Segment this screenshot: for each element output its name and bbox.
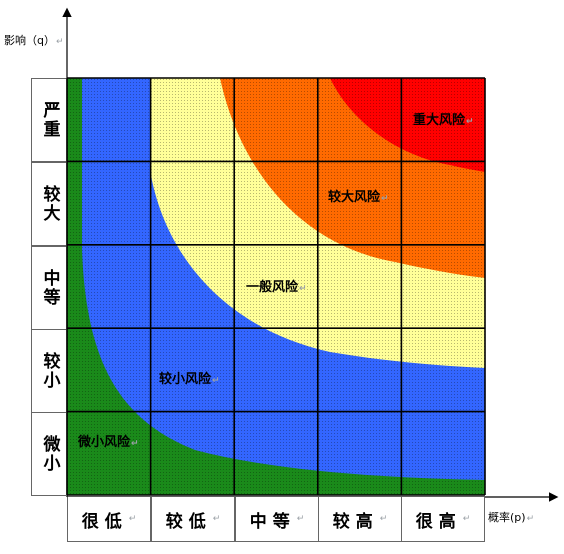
y-level-label: 中等 bbox=[39, 269, 60, 307]
zone-label-general: 一般风险↵ bbox=[246, 276, 307, 295]
zone-label-small: 较小风险↵ bbox=[159, 368, 220, 387]
return-mark: ↵ bbox=[462, 514, 471, 524]
zone-label-text: 较小风险 bbox=[159, 372, 212, 387]
x-level-cell: 较低 ↵ bbox=[151, 497, 235, 542]
return-mark: ↵ bbox=[128, 514, 137, 524]
return-mark: ↵ bbox=[55, 37, 64, 47]
return-mark: ↵ bbox=[379, 514, 388, 524]
x-level-label: 较高 bbox=[332, 511, 379, 532]
y-level-label: 较大 bbox=[39, 185, 60, 223]
x-level-label: 较低 bbox=[165, 511, 212, 532]
return-mark: ↵ bbox=[299, 284, 307, 294]
zone-label-text: 较大风险 bbox=[328, 190, 381, 205]
y-level-cell: 微小 bbox=[31, 412, 66, 496]
x-level-cell: 很高 ↵ bbox=[401, 497, 485, 542]
dot-texture bbox=[67, 78, 485, 495]
zone-label-larger: 较大风险↵ bbox=[328, 186, 389, 205]
return-mark: ↵ bbox=[526, 514, 535, 524]
x-level-label: 中等 bbox=[249, 511, 296, 532]
x-level-cell: 中等 ↵ bbox=[235, 497, 319, 542]
y-level-cell: 较小 bbox=[31, 329, 66, 413]
return-mark: ↵ bbox=[212, 514, 221, 524]
y-axis-title-text: 影响（q） bbox=[4, 34, 55, 47]
y-level-label: 较小 bbox=[39, 352, 60, 390]
x-level-cell: 很低 ↵ bbox=[67, 497, 151, 542]
zone-label-text: 微小风险 bbox=[78, 435, 131, 450]
y-axis-title: 影响（q）↵ bbox=[4, 32, 64, 48]
return-mark: ↵ bbox=[296, 514, 305, 524]
zone-label-text: 一般风险 bbox=[246, 280, 299, 295]
return-mark: ↵ bbox=[212, 376, 220, 386]
y-level-cell: 较大 bbox=[31, 162, 66, 246]
zone-label-minor: 微小风险↵ bbox=[78, 431, 139, 450]
y-level-label: 微小 bbox=[39, 435, 60, 473]
x-level-label: 很高 bbox=[415, 511, 462, 532]
y-level-cell: 严重 bbox=[31, 78, 66, 162]
y-level-cell: 中等 bbox=[31, 246, 66, 330]
return-mark: ↵ bbox=[131, 439, 139, 449]
zone-label-text: 重大风险 bbox=[413, 113, 466, 128]
x-axis-title: 概率(p)↵ bbox=[488, 509, 534, 525]
return-mark: ↵ bbox=[466, 117, 474, 127]
y-level-label: 严重 bbox=[39, 101, 60, 139]
x-level-label: 很低 bbox=[81, 511, 128, 532]
zone-label-major: 重大风险↵ bbox=[413, 109, 474, 128]
return-mark: ↵ bbox=[381, 194, 389, 204]
x-level-cell: 较高 ↵ bbox=[318, 497, 402, 542]
x-axis-title-text: 概率(p) bbox=[488, 511, 526, 524]
